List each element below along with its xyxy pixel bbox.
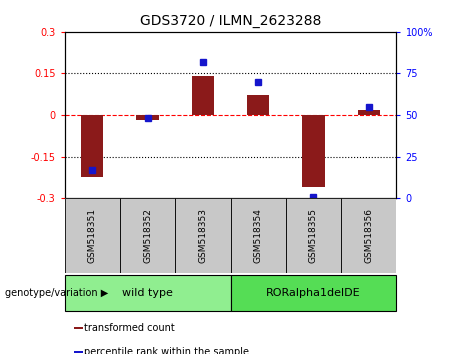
Text: genotype/variation ▶: genotype/variation ▶ bbox=[5, 288, 108, 298]
Bar bbox=[65, 198, 120, 273]
Text: GSM518353: GSM518353 bbox=[198, 208, 207, 263]
Text: GSM518354: GSM518354 bbox=[254, 208, 263, 263]
Text: percentile rank within the sample: percentile rank within the sample bbox=[84, 347, 249, 354]
Text: GSM518351: GSM518351 bbox=[88, 208, 97, 263]
Text: GSM518355: GSM518355 bbox=[309, 208, 318, 263]
Bar bbox=[302, 115, 325, 187]
Bar bbox=[192, 76, 214, 115]
Title: GDS3720 / ILMN_2623288: GDS3720 / ILMN_2623288 bbox=[140, 14, 321, 28]
Text: GSM518352: GSM518352 bbox=[143, 208, 152, 263]
Bar bbox=[136, 115, 159, 120]
Bar bbox=[247, 95, 269, 115]
Bar bbox=[74, 352, 83, 353]
Bar bbox=[230, 198, 286, 273]
Bar bbox=[358, 110, 380, 115]
Text: wild type: wild type bbox=[122, 288, 173, 298]
Bar bbox=[120, 198, 175, 273]
Text: GSM518356: GSM518356 bbox=[364, 208, 373, 263]
Bar bbox=[81, 115, 103, 177]
Bar bbox=[65, 275, 230, 311]
Bar bbox=[230, 275, 396, 311]
Bar bbox=[341, 198, 396, 273]
Bar bbox=[175, 198, 230, 273]
Bar bbox=[286, 198, 341, 273]
Text: transformed count: transformed count bbox=[84, 322, 175, 333]
Bar bbox=[74, 327, 83, 329]
Text: RORalpha1delDE: RORalpha1delDE bbox=[266, 288, 361, 298]
